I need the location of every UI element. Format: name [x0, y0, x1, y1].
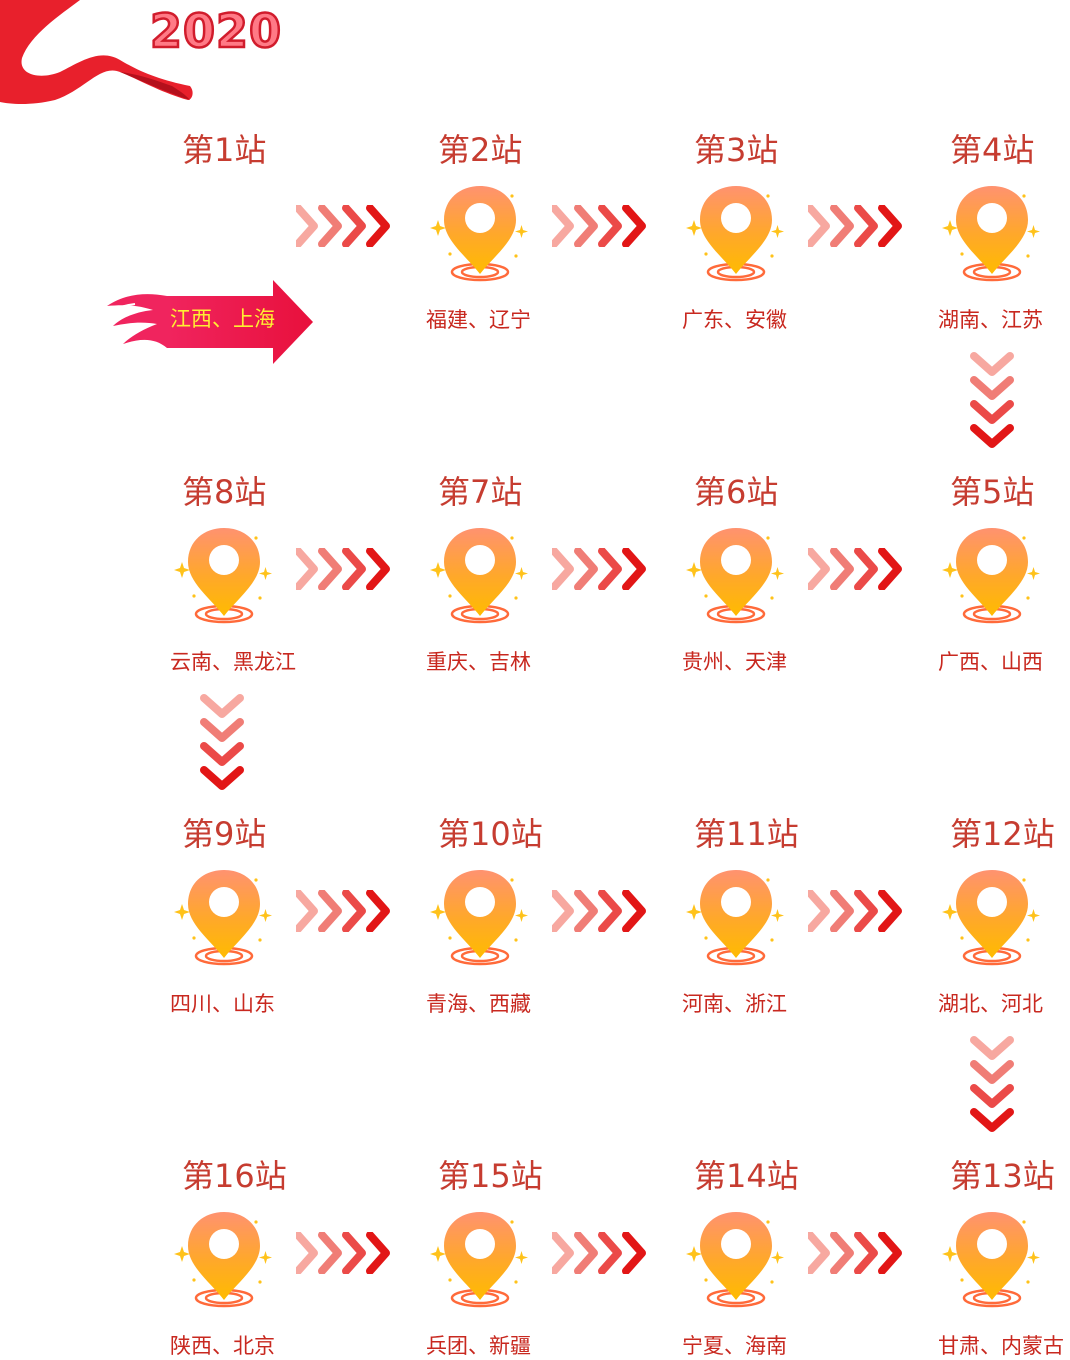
chevron-arrow-icon	[294, 547, 398, 591]
station-provinces: 云南、黑龙江	[170, 650, 296, 674]
start-provinces-label: 江西、上海	[170, 307, 275, 331]
station-provinces: 陕西、北京	[170, 1334, 275, 1358]
chevron-arrow-icon	[200, 694, 244, 796]
map-pin-icon	[174, 868, 274, 968]
map-pin-icon	[942, 184, 1042, 284]
map-pin-icon	[430, 184, 530, 284]
station-provinces: 重庆、吉林	[426, 650, 531, 674]
station-title: 第3站	[694, 131, 779, 169]
station-provinces: 宁夏、海南	[682, 1334, 787, 1358]
flame-arrow-icon	[107, 280, 313, 364]
chevron-arrow-icon	[806, 889, 910, 933]
station-title: 第9站	[182, 815, 267, 853]
chevron-arrow-icon	[806, 547, 910, 591]
chevron-arrow-icon	[550, 889, 654, 933]
map-pin-icon	[942, 868, 1042, 968]
chevron-arrow-icon	[550, 547, 654, 591]
station-provinces: 贵州、天津	[682, 650, 787, 674]
station-title: 第6站	[694, 473, 779, 511]
chevron-arrow-icon	[806, 1231, 910, 1275]
station-title: 第13站	[950, 1157, 1055, 1195]
station-title: 第12站	[950, 815, 1055, 853]
map-pin-icon	[942, 526, 1042, 626]
station-provinces: 广东、安徽	[682, 308, 787, 332]
station-provinces: 广西、山西	[938, 650, 1043, 674]
chevron-arrow-icon	[294, 889, 398, 933]
station-provinces: 四川、山东	[170, 992, 275, 1016]
station-title: 第7站	[438, 473, 523, 511]
station-provinces: 湖北、河北	[938, 992, 1043, 1016]
station-provinces: 河南、浙江	[682, 992, 787, 1016]
station-provinces: 甘肃、内蒙古	[938, 1334, 1064, 1358]
station-title: 第14站	[694, 1157, 799, 1195]
station-provinces: 兵团、新疆	[426, 1334, 531, 1358]
station-provinces: 湖南、江苏	[938, 308, 1043, 332]
ribbon-icon	[0, 0, 193, 104]
chevron-arrow-icon	[550, 1231, 654, 1275]
station-title: 第8站	[182, 473, 267, 511]
chevron-arrow-icon	[550, 204, 654, 248]
map-pin-icon	[942, 1210, 1042, 1310]
map-pin-icon	[174, 1210, 274, 1310]
station-title: 第11站	[694, 815, 799, 853]
station-provinces: 青海、西藏	[426, 992, 531, 1016]
chevron-arrow-icon	[294, 204, 398, 248]
map-pin-icon	[686, 868, 786, 968]
map-pin-icon	[686, 184, 786, 284]
station-title: 第10站	[438, 815, 543, 853]
station-provinces: 福建、辽宁	[426, 308, 531, 332]
year-title: 2020	[149, 4, 283, 58]
map-pin-icon	[430, 1210, 530, 1310]
station-title: 第15站	[438, 1157, 543, 1195]
map-pin-icon	[430, 526, 530, 626]
chevron-arrow-icon	[970, 1036, 1014, 1138]
map-pin-icon	[686, 526, 786, 626]
station-title: 第16站	[182, 1157, 287, 1195]
map-pin-icon	[430, 868, 530, 968]
chevron-arrow-icon	[294, 1231, 398, 1275]
station-title: 第1站	[182, 131, 267, 169]
chevron-arrow-icon	[806, 204, 910, 248]
chevron-arrow-icon	[970, 352, 1014, 454]
station-title: 第4站	[950, 131, 1035, 169]
station-title: 第2站	[438, 131, 523, 169]
station-title: 第5站	[950, 473, 1035, 511]
map-pin-icon	[686, 1210, 786, 1310]
map-pin-icon	[174, 526, 274, 626]
